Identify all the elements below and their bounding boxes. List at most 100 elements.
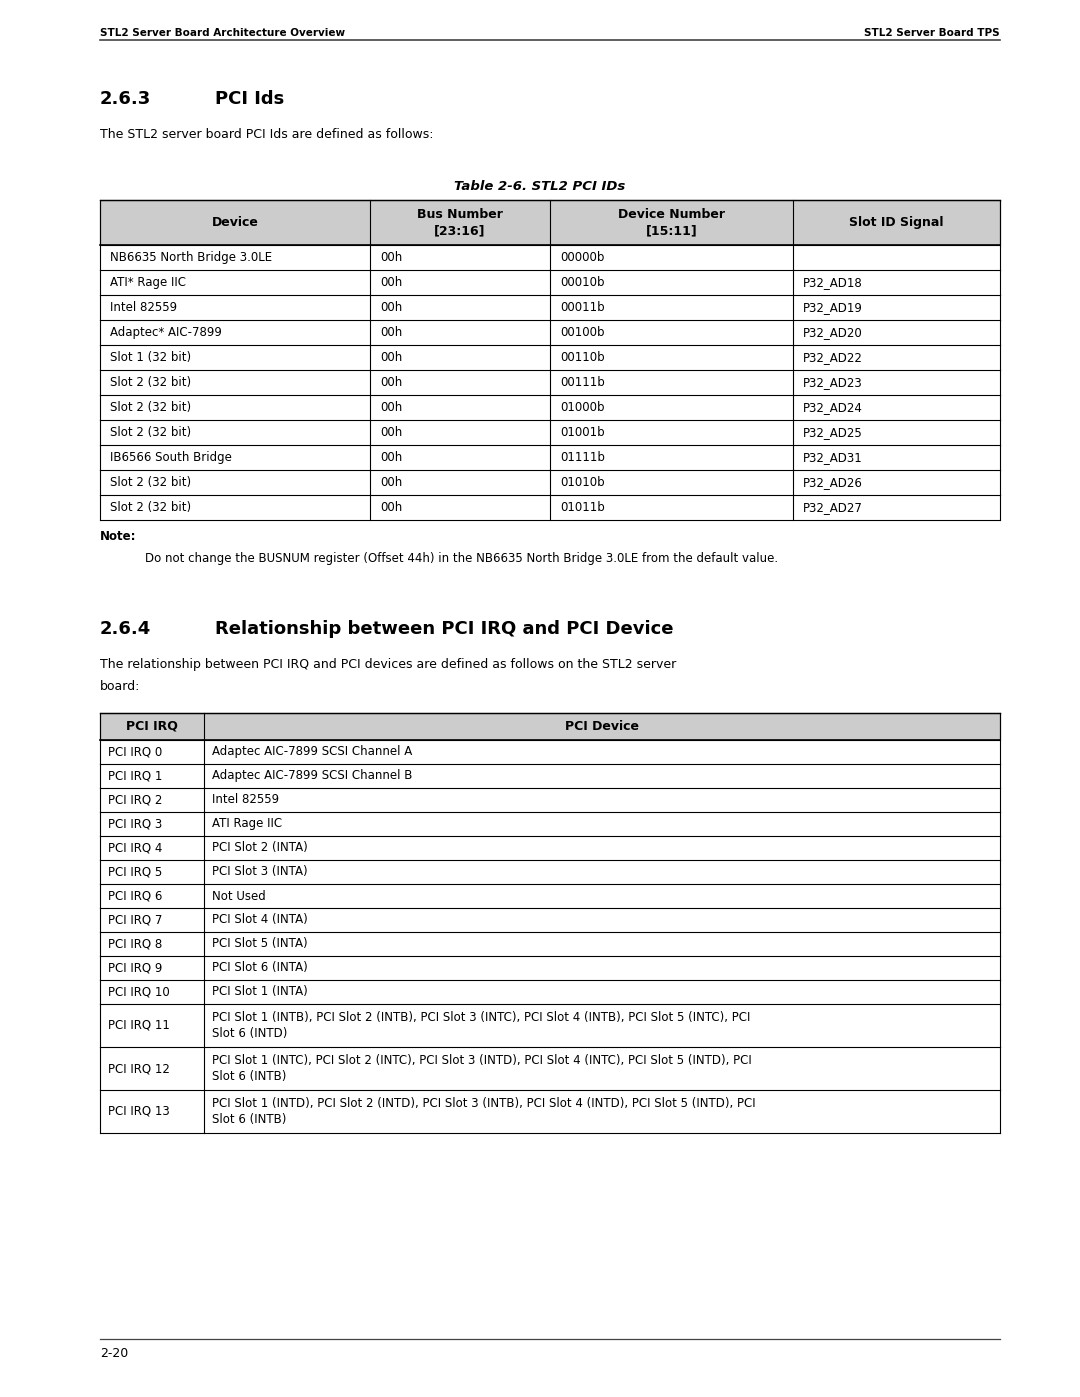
Text: PCI Slot 6 (INTA): PCI Slot 6 (INTA)	[212, 961, 307, 975]
Text: PCI Slot 4 (INTA): PCI Slot 4 (INTA)	[212, 914, 307, 926]
Text: P32_AD20: P32_AD20	[804, 326, 863, 339]
Bar	[100, 495, 1000, 520]
Text: 01010b: 01010b	[561, 476, 605, 489]
Text: P32_AD22: P32_AD22	[804, 351, 863, 365]
Text: 00010b: 00010b	[561, 277, 605, 289]
Bar	[100, 932, 1000, 956]
Bar	[100, 1004, 1000, 1046]
Text: PCI Slot 5 (INTA): PCI Slot 5 (INTA)	[212, 937, 307, 950]
Bar	[100, 861, 1000, 884]
Text: Adaptec AIC-7899 SCSI Channel B: Adaptec AIC-7899 SCSI Channel B	[212, 770, 411, 782]
Text: PCI IRQ 6: PCI IRQ 6	[108, 890, 162, 902]
Text: 00111b: 00111b	[561, 376, 605, 388]
Text: PCI IRQ 10: PCI IRQ 10	[108, 985, 170, 999]
Text: 2.6.3: 2.6.3	[100, 89, 151, 108]
Text: 00h: 00h	[380, 476, 402, 489]
Text: PCI IRQ 1: PCI IRQ 1	[108, 770, 162, 782]
Bar	[100, 712, 1000, 740]
Text: 2-20: 2-20	[100, 1347, 129, 1361]
Text: PCI Ids: PCI Ids	[215, 89, 284, 108]
Text: PCI IRQ 13: PCI IRQ 13	[108, 1105, 170, 1118]
Text: 01001b: 01001b	[561, 426, 605, 439]
Text: PCI IRQ: PCI IRQ	[125, 719, 178, 733]
Text: PCI IRQ 0: PCI IRQ 0	[108, 746, 162, 759]
Text: PCI Slot 1 (INTA): PCI Slot 1 (INTA)	[212, 985, 307, 999]
Text: The STL2 server board PCI Ids are defined as follows:: The STL2 server board PCI Ids are define…	[100, 129, 433, 141]
Bar	[100, 420, 1000, 446]
Text: Do not change the BUSNUM register (Offset 44h) in the NB6635 North Bridge 3.0LE : Do not change the BUSNUM register (Offse…	[145, 552, 778, 564]
Text: 01000b: 01000b	[561, 401, 605, 414]
Text: PCI IRQ 12: PCI IRQ 12	[108, 1062, 170, 1076]
Bar	[100, 884, 1000, 908]
Text: PCI Slot 2 (INTA): PCI Slot 2 (INTA)	[212, 841, 307, 855]
Bar	[100, 270, 1000, 295]
Text: Adaptec* AIC-7899: Adaptec* AIC-7899	[110, 326, 221, 339]
Text: board:: board:	[100, 680, 140, 693]
Text: STL2 Server Board Architecture Overview: STL2 Server Board Architecture Overview	[100, 28, 346, 38]
Text: Slot 2 (32 bit): Slot 2 (32 bit)	[110, 476, 191, 489]
Text: NB6635 North Bridge 3.0LE: NB6635 North Bridge 3.0LE	[110, 251, 272, 264]
Text: Intel 82559: Intel 82559	[110, 300, 177, 314]
Text: PCI IRQ 2: PCI IRQ 2	[108, 793, 162, 806]
Text: Device: Device	[212, 217, 258, 229]
Bar	[100, 469, 1000, 495]
Bar	[100, 835, 1000, 861]
Text: Slot 2 (32 bit): Slot 2 (32 bit)	[110, 502, 191, 514]
Text: 00110b: 00110b	[561, 351, 605, 365]
Text: PCI Slot 1 (INTC), PCI Slot 2 (INTC), PCI Slot 3 (INTD), PCI Slot 4 (INTC), PCI : PCI Slot 1 (INTC), PCI Slot 2 (INTC), PC…	[212, 1053, 752, 1083]
Bar	[100, 200, 1000, 244]
Text: 00011b: 00011b	[561, 300, 605, 314]
Text: 00h: 00h	[380, 426, 402, 439]
Text: 01011b: 01011b	[561, 502, 605, 514]
Text: Slot 1 (32 bit): Slot 1 (32 bit)	[110, 351, 191, 365]
Text: P32_AD19: P32_AD19	[804, 300, 863, 314]
Text: IB6566 South Bridge: IB6566 South Bridge	[110, 451, 232, 464]
Bar	[100, 764, 1000, 788]
Text: Device Number
[15:11]: Device Number [15:11]	[618, 208, 725, 237]
Bar	[100, 446, 1000, 469]
Text: 00h: 00h	[380, 502, 402, 514]
Text: Bus Number
[23:16]: Bus Number [23:16]	[417, 208, 503, 237]
Text: 2.6.4: 2.6.4	[100, 620, 151, 638]
Bar	[100, 244, 1000, 270]
Text: PCI IRQ 7: PCI IRQ 7	[108, 914, 162, 926]
Bar	[100, 956, 1000, 981]
Bar	[100, 908, 1000, 932]
Text: P32_AD31: P32_AD31	[804, 451, 863, 464]
Text: 00h: 00h	[380, 251, 402, 264]
Text: 00h: 00h	[380, 451, 402, 464]
Bar	[100, 788, 1000, 812]
Text: PCI Slot 1 (INTD), PCI Slot 2 (INTD), PCI Slot 3 (INTB), PCI Slot 4 (INTD), PCI : PCI Slot 1 (INTD), PCI Slot 2 (INTD), PC…	[212, 1097, 755, 1126]
Text: 01111b: 01111b	[561, 451, 605, 464]
Text: P32_AD25: P32_AD25	[804, 426, 863, 439]
Text: PCI IRQ 11: PCI IRQ 11	[108, 1018, 170, 1032]
Bar	[100, 370, 1000, 395]
Text: Not Used: Not Used	[212, 890, 266, 902]
Text: P32_AD23: P32_AD23	[804, 376, 863, 388]
Text: 00h: 00h	[380, 277, 402, 289]
Text: P32_AD18: P32_AD18	[804, 277, 863, 289]
Text: 00h: 00h	[380, 300, 402, 314]
Text: PCI Device: PCI Device	[565, 719, 638, 733]
Text: 00h: 00h	[380, 326, 402, 339]
Text: Note:: Note:	[100, 529, 136, 543]
Bar	[100, 812, 1000, 835]
Bar	[100, 740, 1000, 764]
Text: 00h: 00h	[380, 376, 402, 388]
Text: The relationship between PCI IRQ and PCI devices are defined as follows on the S: The relationship between PCI IRQ and PCI…	[100, 658, 676, 671]
Text: Relationship between PCI IRQ and PCI Device: Relationship between PCI IRQ and PCI Dev…	[215, 620, 674, 638]
Text: ATI* Rage IIC: ATI* Rage IIC	[110, 277, 186, 289]
Text: Slot ID Signal: Slot ID Signal	[849, 217, 944, 229]
Text: 00h: 00h	[380, 401, 402, 414]
Text: PCI IRQ 9: PCI IRQ 9	[108, 961, 162, 975]
Bar	[100, 345, 1000, 370]
Text: Intel 82559: Intel 82559	[212, 793, 279, 806]
Text: Adaptec AIC-7899 SCSI Channel A: Adaptec AIC-7899 SCSI Channel A	[212, 746, 411, 759]
Text: Slot 2 (32 bit): Slot 2 (32 bit)	[110, 401, 191, 414]
Bar	[100, 320, 1000, 345]
Text: 00h: 00h	[380, 351, 402, 365]
Bar	[100, 295, 1000, 320]
Text: PCI IRQ 8: PCI IRQ 8	[108, 937, 162, 950]
Text: Table 2-6. STL2 PCI IDs: Table 2-6. STL2 PCI IDs	[455, 180, 625, 193]
Bar	[100, 1090, 1000, 1133]
